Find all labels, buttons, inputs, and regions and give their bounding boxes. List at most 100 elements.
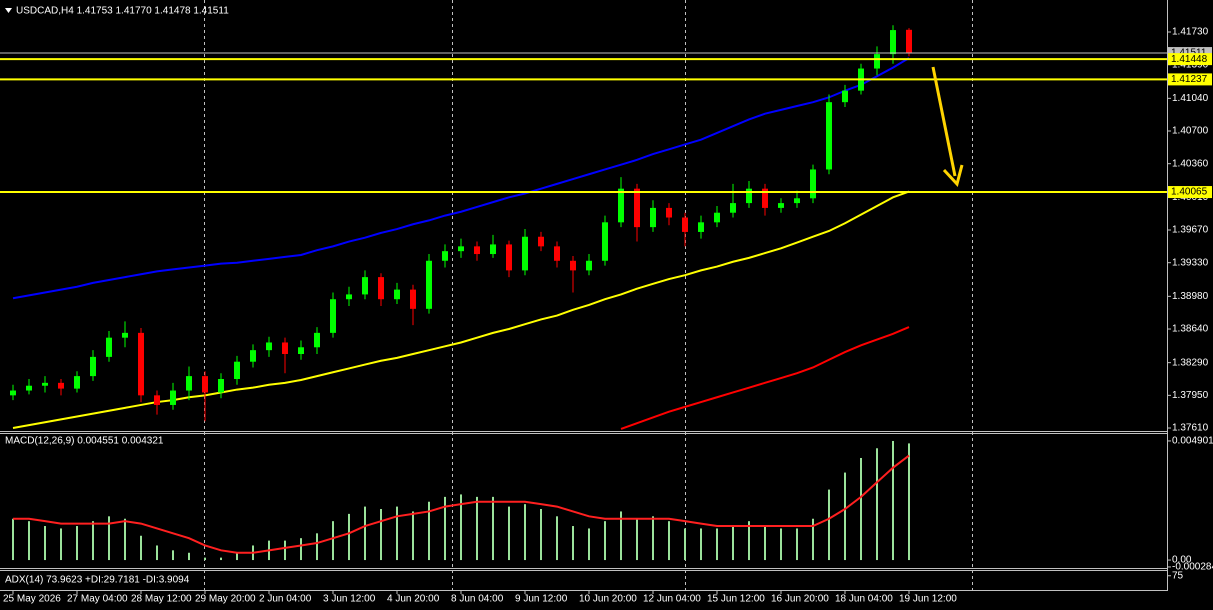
candle-body xyxy=(138,332,144,396)
macd-bar xyxy=(476,496,478,561)
candle-body xyxy=(570,260,576,271)
macd-bar xyxy=(460,494,462,561)
level-label-box xyxy=(1168,53,1212,66)
macd-bar xyxy=(668,521,670,561)
candle-body xyxy=(74,376,80,389)
y-tick-label: 1.38640 xyxy=(1172,324,1209,335)
macd-bar xyxy=(652,516,654,561)
x-tick-label: 12 Jun 04:00 xyxy=(643,594,701,605)
candle-body xyxy=(362,277,368,295)
candle-body xyxy=(490,244,496,255)
candle-body xyxy=(762,188,768,208)
macd-bar xyxy=(716,528,718,561)
macd-bar xyxy=(508,506,510,561)
macd-bar xyxy=(764,526,766,561)
macd-bar xyxy=(204,557,206,561)
candle-body xyxy=(554,246,560,261)
candle-body xyxy=(826,102,832,170)
main-title: USDCAD,H4 1.41753 1.41770 1.41478 1.4151… xyxy=(16,6,229,17)
y-tick-label: 75 xyxy=(1172,570,1184,581)
x-tick-label: 29 May 20:00 xyxy=(195,594,256,605)
x-tick-label: 16 Jun 20:00 xyxy=(771,594,829,605)
macd-bar xyxy=(284,540,286,561)
macd-bar xyxy=(28,521,30,561)
candle-body xyxy=(250,350,256,362)
macd-bar xyxy=(380,509,382,561)
arrow-head xyxy=(942,164,964,188)
macd-bar xyxy=(732,526,734,561)
macd-bar xyxy=(620,511,622,561)
macd-bar xyxy=(572,526,574,561)
candle-body xyxy=(906,29,912,54)
macd-title: MACD(12,26,9) 0.004551 0.004321 xyxy=(5,436,164,447)
macd-bar xyxy=(556,516,558,561)
candle-body xyxy=(426,260,432,309)
candle-body xyxy=(442,251,448,261)
macd-bar xyxy=(236,552,238,561)
macd-bar xyxy=(540,509,542,561)
moving-average xyxy=(620,326,910,430)
y-tick-label: 1.40700 xyxy=(1172,126,1209,137)
macd-bar xyxy=(172,550,174,561)
x-tick-label: 18 Jun 04:00 xyxy=(835,594,893,605)
candle-body xyxy=(618,188,624,223)
candle-body xyxy=(394,289,400,300)
macd-bar xyxy=(780,528,782,561)
macd-bar xyxy=(844,472,846,561)
candle-body xyxy=(634,188,640,228)
macd-bar xyxy=(396,506,398,561)
candle-body xyxy=(666,207,672,218)
macd-bar xyxy=(76,526,78,561)
candle-body xyxy=(10,390,16,396)
arrow-shaft xyxy=(931,66,957,177)
macd-bar xyxy=(220,557,222,561)
macd-bar xyxy=(876,448,878,561)
candle-body xyxy=(842,90,848,103)
candle-body xyxy=(506,244,512,271)
macd-bar xyxy=(604,521,606,561)
x-tick-label: 8 Jun 04:00 xyxy=(451,594,504,605)
candle-body xyxy=(890,30,896,55)
y-tick-label: -0.000284 xyxy=(1172,562,1213,573)
macd-bar xyxy=(860,457,862,561)
macd-bar xyxy=(44,526,46,561)
plot-layer: 1.417301.413901.410401.407001.403601.400… xyxy=(0,25,1213,605)
y-tick-label: 1.39670 xyxy=(1172,225,1209,236)
macd-bar xyxy=(140,535,142,561)
macd-bar xyxy=(444,496,446,561)
macd-bar xyxy=(684,528,686,561)
x-tick-label: 28 May 12:00 xyxy=(131,594,192,605)
candle-body xyxy=(122,332,128,338)
candle-body xyxy=(810,169,816,199)
candle-body xyxy=(602,222,608,261)
candle-body xyxy=(714,212,720,223)
y-tick-label: 1.37950 xyxy=(1172,390,1209,401)
candle-body xyxy=(778,203,784,208)
y-tick-label: 1.40360 xyxy=(1172,158,1209,169)
macd-bar xyxy=(748,521,750,561)
moving-average xyxy=(12,57,910,300)
candle-body xyxy=(314,332,320,348)
macd-bar xyxy=(300,538,302,561)
candle-body xyxy=(42,382,48,386)
macd-bar xyxy=(348,513,350,561)
macd-bar xyxy=(492,496,494,561)
candle-body xyxy=(266,342,272,351)
macd-bar xyxy=(332,521,334,561)
candle-body xyxy=(730,203,736,213)
candle-body xyxy=(330,299,336,333)
x-tick-label: 19 Jun 12:00 xyxy=(899,594,957,605)
x-tick-label: 9 Jun 12:00 xyxy=(515,594,568,605)
macd-bar xyxy=(892,440,894,561)
candle-body xyxy=(186,376,192,391)
y-tick-label: 1.38980 xyxy=(1172,291,1209,302)
candle-body xyxy=(298,347,304,355)
macd-bar xyxy=(636,518,638,561)
macd-bar xyxy=(60,528,62,561)
macd-bar xyxy=(188,552,190,561)
macd-bar xyxy=(412,511,414,561)
candle-body xyxy=(746,188,752,204)
candle-body xyxy=(458,246,464,252)
adx-title: ADX(14) 73.9623 +DI:29.7181 -DI:3.9094 xyxy=(5,575,190,586)
macd-bar xyxy=(108,516,110,561)
